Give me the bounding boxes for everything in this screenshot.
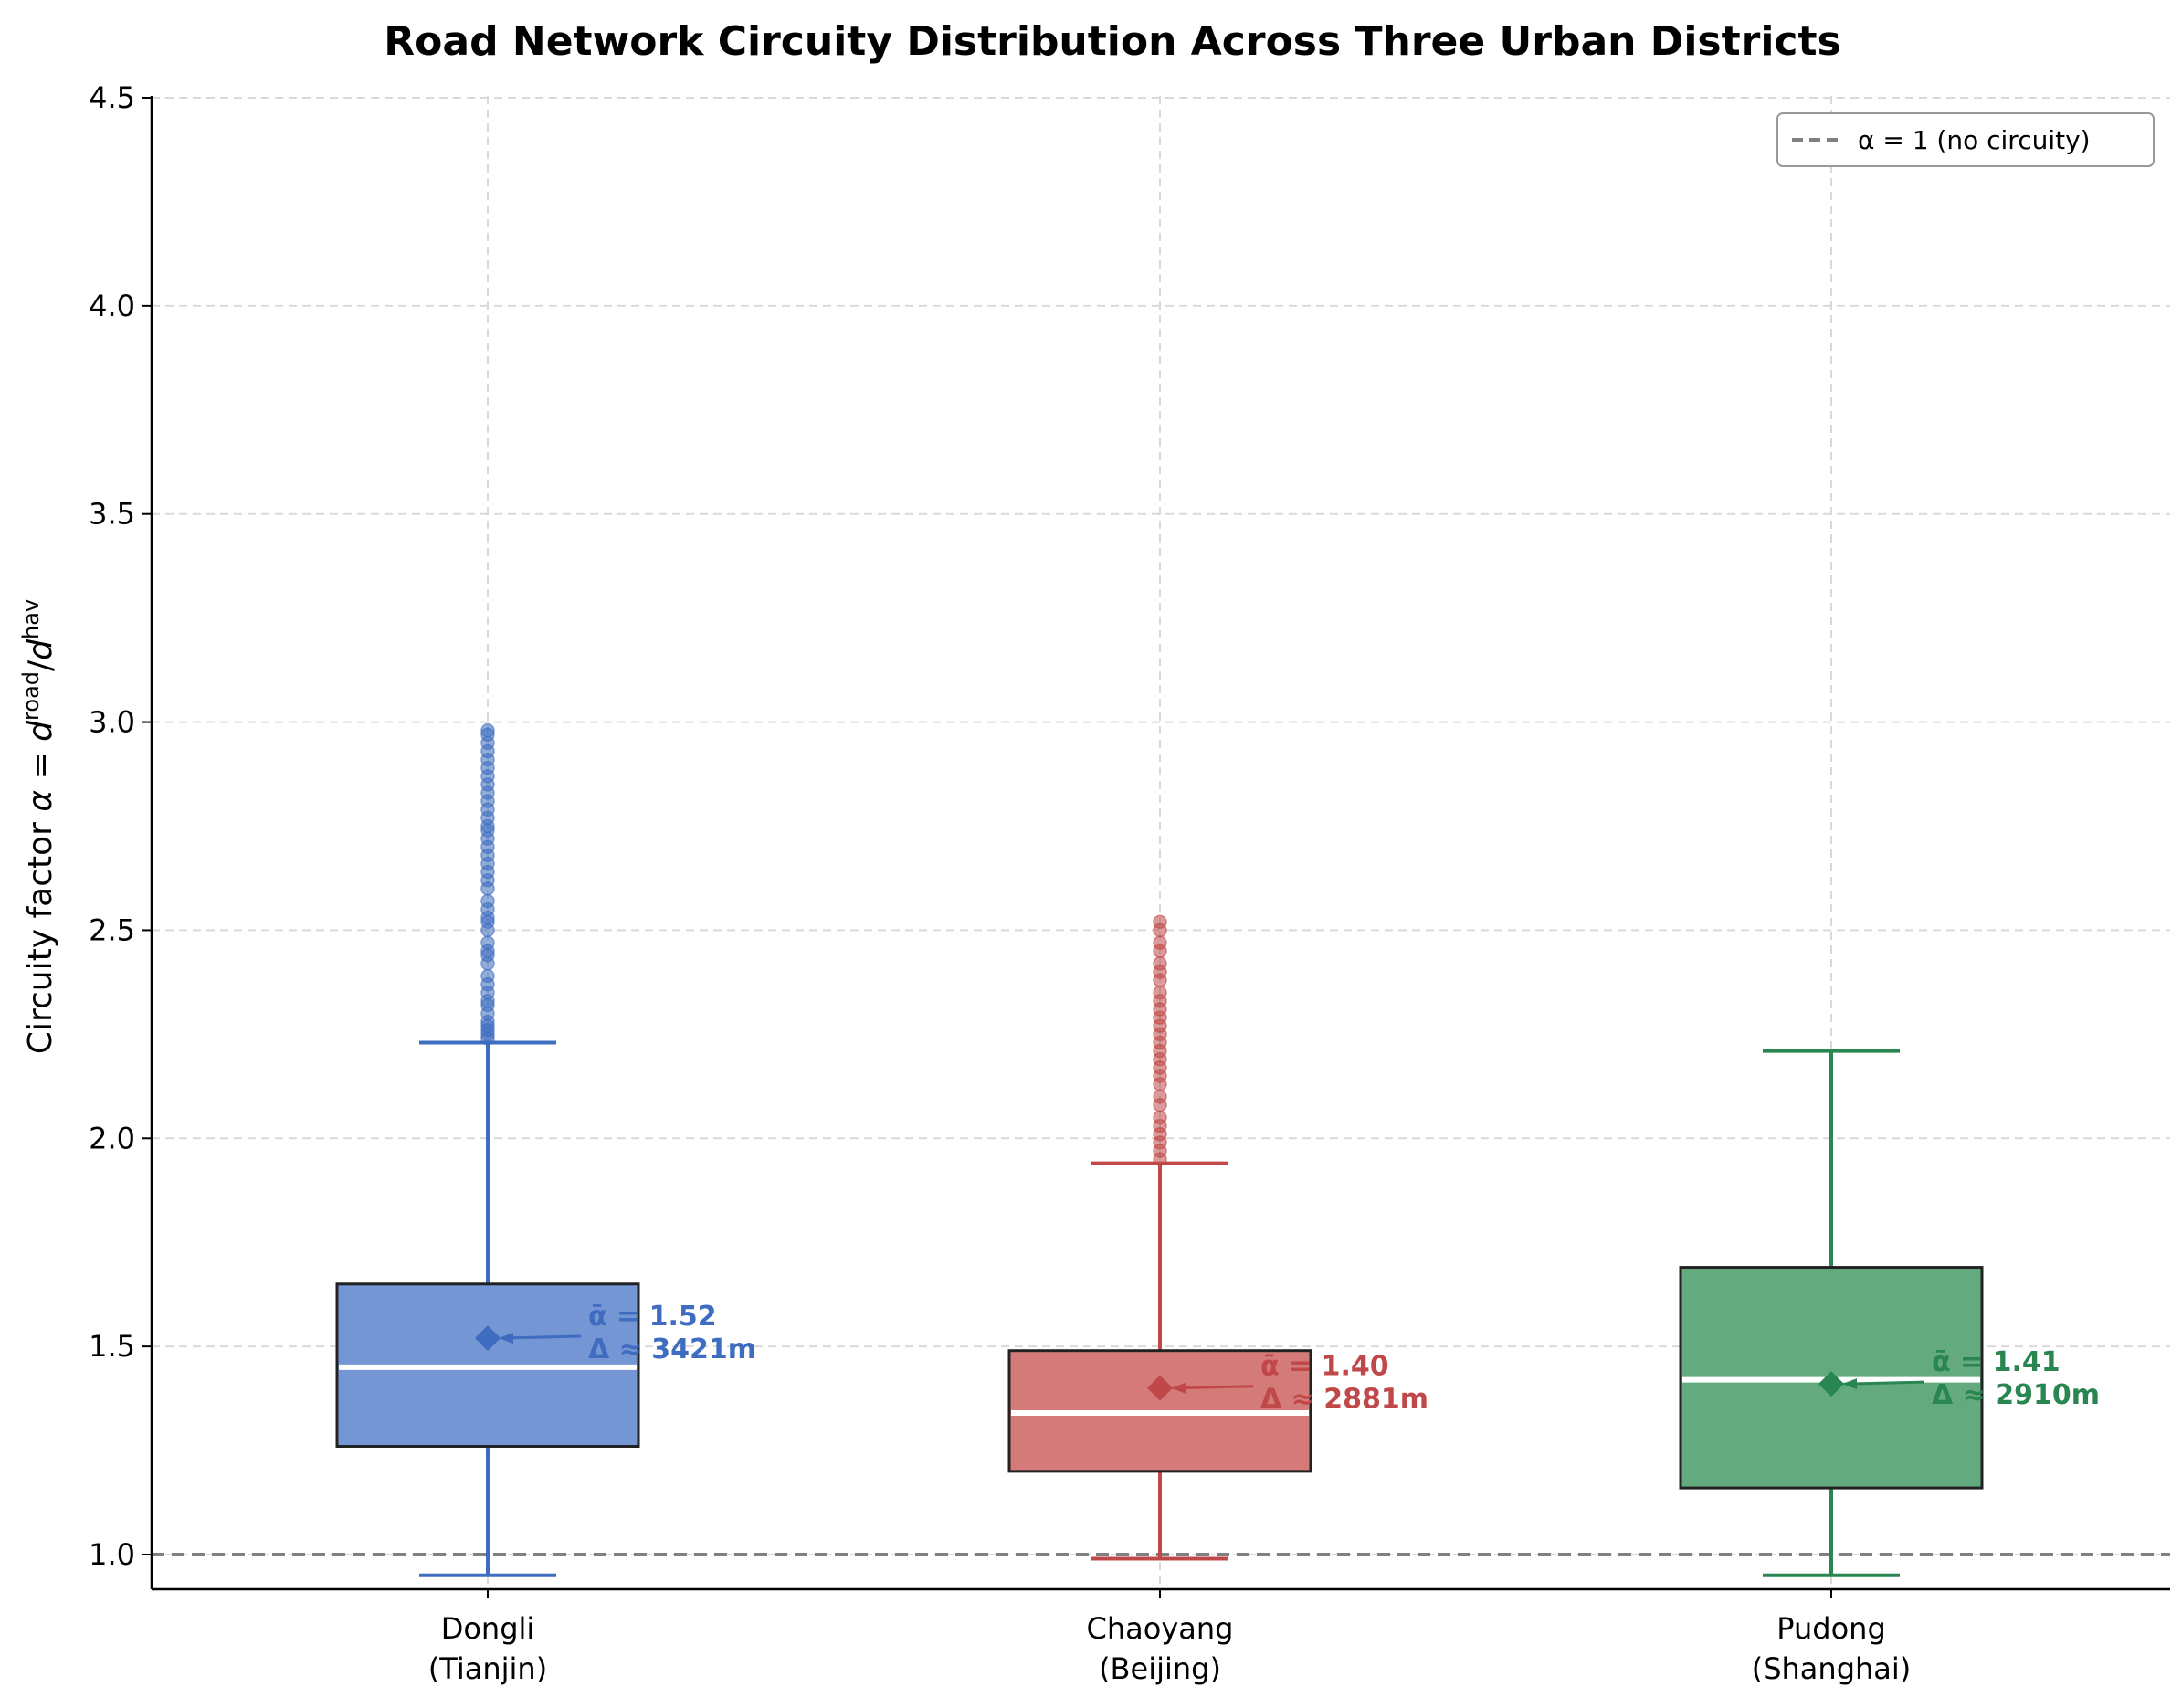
x-tick-label: Chaoyang xyxy=(1087,1611,1234,1646)
y-tick-label: 1.5 xyxy=(89,1329,135,1364)
y-tick-label: 3.0 xyxy=(89,705,135,740)
outlier-point xyxy=(1153,914,1167,930)
outlier-point xyxy=(480,935,495,950)
legend: α = 1 (no circuity) xyxy=(1776,112,2155,167)
y-tick-label: 1.0 xyxy=(89,1537,135,1572)
mean-annotation: ᾱ = 1.52 xyxy=(588,1301,717,1333)
mean-marker xyxy=(1147,1375,1173,1401)
outlier-point xyxy=(1153,986,1167,1000)
outlier-point xyxy=(480,968,495,984)
outlier-point xyxy=(1153,956,1167,971)
delta-annotation: Δ ≈ 3421m xyxy=(588,1334,756,1365)
annotation-arrow xyxy=(501,1334,582,1340)
mean-annotation: ᾱ = 1.41 xyxy=(1932,1346,2061,1378)
chart-title: Road Network Circuity Distribution Acros… xyxy=(384,18,1840,65)
x-tick-label: Dongli xyxy=(441,1611,535,1646)
x-tick-sublabel: (Shanghai) xyxy=(1752,1651,1912,1686)
y-tick-label: 2.5 xyxy=(89,912,135,947)
y-axis-label: Circuity factor α = droad/dhav xyxy=(18,599,59,1054)
y-tick-label: 4.0 xyxy=(89,289,135,323)
legend-box xyxy=(1776,112,2155,167)
delta-annotation: Δ ≈ 2881m xyxy=(1260,1384,1428,1416)
arrow-head xyxy=(1842,1378,1857,1390)
outlier-point xyxy=(480,893,495,909)
legend-label: α = 1 (no circuity) xyxy=(1858,125,2091,155)
mean-marker xyxy=(1818,1371,1844,1397)
y-tick-label: 4.5 xyxy=(89,80,135,115)
delta-annotation: Δ ≈ 2910m xyxy=(1932,1379,2100,1411)
arrow-head xyxy=(499,1333,513,1344)
x-tick-label: Pudong xyxy=(1776,1611,1886,1646)
box-dongli: ᾱ = 1.52Δ ≈ 3421m xyxy=(335,722,756,1577)
x-tick-sublabel: (Beijing) xyxy=(1099,1651,1221,1686)
mean-marker xyxy=(475,1325,501,1352)
y-tick-label: 3.5 xyxy=(89,497,135,532)
annotation-arrow xyxy=(1845,1380,1925,1386)
outlier-point xyxy=(1153,935,1167,950)
axes: 1.0 1.5 2.0 2.5 3.0 3.5 4.0 4.5 Dongli (Tianjin) C… xyxy=(89,80,2170,1686)
outlier-point xyxy=(1153,1110,1167,1125)
box-chaoyang: ᾱ = 1.40Δ ≈ 2881m xyxy=(1007,914,1428,1561)
y-tick-label: 2.0 xyxy=(89,1121,135,1155)
mean-annotation: ᾱ = 1.40 xyxy=(1260,1351,1389,1383)
box-pudong: ᾱ = 1.41Δ ≈ 2910m xyxy=(1679,1049,2100,1577)
arrow-head xyxy=(1171,1382,1186,1394)
x-tick-sublabel: (Tianjin) xyxy=(428,1651,547,1686)
outlier-point xyxy=(480,722,495,738)
y-axis-label-text: Circuity factor α = droad/dhav xyxy=(18,599,59,1054)
annotation-arrow xyxy=(1174,1385,1254,1390)
outlier-point xyxy=(1153,1089,1167,1104)
